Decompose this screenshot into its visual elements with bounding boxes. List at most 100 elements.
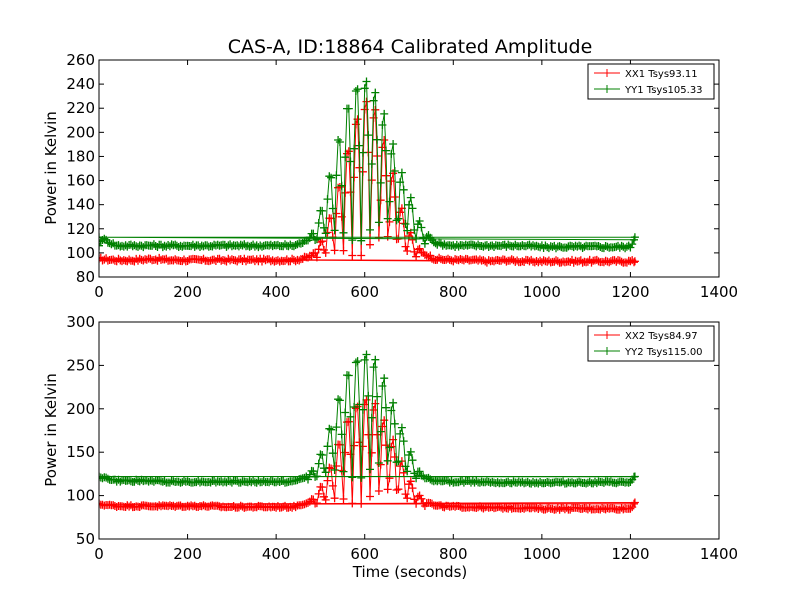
data-point-xx2 xyxy=(366,492,374,501)
bottom-y-tick-label: 200 xyxy=(66,400,95,418)
data-point-xx2 xyxy=(369,406,378,414)
data-point-yy2 xyxy=(116,477,125,486)
data-point-xx1 xyxy=(183,257,192,265)
data-point-yy1 xyxy=(203,241,212,250)
data-point-xx1 xyxy=(630,258,638,267)
data-point-yy2 xyxy=(403,467,412,476)
data-point-xx1 xyxy=(330,246,339,255)
data-point-xx2 xyxy=(323,476,332,485)
data-point-yy2 xyxy=(472,476,481,485)
data-point-yy2 xyxy=(415,467,424,476)
data-point-xx2 xyxy=(401,490,410,499)
data-point-yy2 xyxy=(606,477,615,486)
data-point-yy1 xyxy=(325,172,334,181)
data-point-yy2 xyxy=(327,425,336,434)
data-point-yy1 xyxy=(630,233,639,242)
legend-marker-xx2 xyxy=(603,331,611,339)
data-point-yy1 xyxy=(100,234,109,243)
data-point-xx1 xyxy=(401,242,410,251)
data-point-yy1 xyxy=(383,214,392,223)
data-point-yy2 xyxy=(125,476,134,485)
data-point-xx1 xyxy=(371,105,380,114)
data-point-yy1 xyxy=(328,204,337,213)
data-point-xx1 xyxy=(387,177,396,186)
data-point-xx2 xyxy=(321,495,330,504)
data-point-xx1 xyxy=(341,188,350,197)
data-point-yy1 xyxy=(341,153,350,162)
data-point-yy2 xyxy=(259,476,268,485)
bottom-x-tick-label: 1000 xyxy=(523,545,561,563)
data-point-xx2 xyxy=(378,422,387,431)
chart-title: CAS-A, ID:18864 Calibrated Amplitude xyxy=(228,36,593,58)
data-point-yy1 xyxy=(420,239,429,248)
top-y-tick-label: 220 xyxy=(66,99,95,117)
data-point-yy1 xyxy=(440,240,449,249)
data-point-xx2 xyxy=(412,499,421,508)
data-point-xx1 xyxy=(295,256,304,265)
data-point-xx2 xyxy=(385,474,394,483)
data-point-xx2 xyxy=(112,503,121,511)
data-point-xx1 xyxy=(606,257,615,266)
top-y-tick-label: 240 xyxy=(66,75,95,93)
data-point-yy1 xyxy=(320,223,328,232)
data-point-yy1 xyxy=(374,218,383,227)
data-point-yy1 xyxy=(344,104,353,113)
data-point-yy1 xyxy=(594,242,603,250)
data-point-yy2 xyxy=(211,478,220,487)
data-point-yy1 xyxy=(371,88,380,97)
data-point-xx2 xyxy=(585,503,594,512)
bottom-x-tick-label: 800 xyxy=(439,545,468,563)
data-point-xx2 xyxy=(194,503,203,511)
data-point-yy1 xyxy=(511,240,520,249)
top-y-axis-label: Power in Kelvin xyxy=(42,111,60,225)
data-point-yy1 xyxy=(360,84,369,93)
data-point-yy2 xyxy=(323,442,332,451)
data-point-yy2 xyxy=(318,451,327,459)
data-point-yy2 xyxy=(325,424,334,433)
data-point-yy2 xyxy=(366,465,374,474)
data-point-yy1 xyxy=(406,193,415,202)
data-point-yy2 xyxy=(328,449,337,458)
data-point-yy2 xyxy=(447,477,456,485)
data-point-yy2 xyxy=(149,477,158,486)
data-point-xx2 xyxy=(417,494,426,503)
data-point-yy1 xyxy=(412,234,421,243)
data-point-yy2 xyxy=(275,478,284,486)
data-point-xx1 xyxy=(622,258,631,267)
data-point-yy2 xyxy=(339,467,348,476)
data-point-xx1 xyxy=(350,173,359,182)
data-point-xx2 xyxy=(252,503,261,512)
data-point-yy2 xyxy=(358,405,367,414)
data-point-yy2 xyxy=(320,464,328,473)
data-point-xx1 xyxy=(475,255,484,264)
data-point-yy2 xyxy=(158,477,167,486)
data-point-yy2 xyxy=(630,472,639,481)
bottom-y-tick-label: 50 xyxy=(76,530,95,548)
data-point-xx2 xyxy=(392,486,401,494)
data-point-yy1 xyxy=(337,181,346,190)
data-point-yy1 xyxy=(366,225,374,234)
data-point-yy2 xyxy=(309,467,318,476)
data-point-xx2 xyxy=(344,417,353,426)
data-point-xx2 xyxy=(406,477,415,486)
data-point-yy1 xyxy=(321,229,330,238)
data-point-xx2 xyxy=(339,495,348,503)
data-point-xx1 xyxy=(630,257,639,266)
bottom-legend-box xyxy=(587,325,715,362)
data-point-yy2 xyxy=(300,473,309,482)
data-point-yy1 xyxy=(187,242,196,251)
data-point-xx1 xyxy=(497,256,506,265)
data-point-yy1 xyxy=(626,243,635,252)
top-y-tick-label: 180 xyxy=(66,147,95,165)
data-point-yy1 xyxy=(497,242,506,251)
data-point-yy2 xyxy=(562,479,571,488)
data-point-xx2 xyxy=(403,494,412,503)
data-point-xx2 xyxy=(408,484,417,493)
data-point-yy2 xyxy=(337,430,346,439)
data-point-yy2 xyxy=(385,443,394,452)
data-point-yy1 xyxy=(369,96,378,105)
data-point-xx1 xyxy=(146,254,155,263)
data-point-xx2 xyxy=(479,504,488,513)
data-point-yy2 xyxy=(360,355,369,364)
